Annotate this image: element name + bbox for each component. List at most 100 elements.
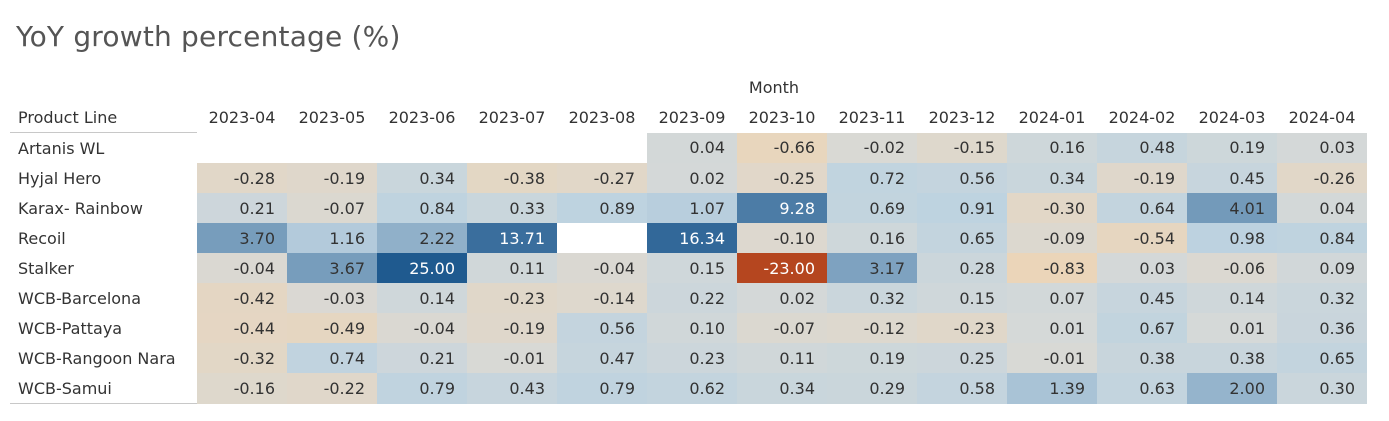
heatmap-cell: 0.62	[647, 373, 737, 404]
heatmap-cell: 0.45	[1187, 163, 1277, 193]
heatmap-cell: 0.22	[647, 283, 737, 313]
heatmap-cell: 0.09	[1277, 253, 1367, 283]
heatmap-cell: 4.01	[1187, 193, 1277, 223]
heatmap-cell: 0.15	[647, 253, 737, 283]
heatmap-cell	[287, 132, 377, 163]
table-row: Karax- Rainbow 0.21 -0.07 0.84 0.33 0.89 1.07 9…	[10, 193, 1367, 223]
heatmap-cell: 0.33	[467, 193, 557, 223]
chart-title: YoY growth percentage (%)	[16, 20, 401, 53]
heatmap-cell: 0.25	[917, 343, 1007, 373]
heatmap-cell: 0.21	[197, 193, 287, 223]
heatmap-cell: -0.66	[737, 132, 827, 163]
heatmap-cell: 0.16	[827, 223, 917, 253]
row-label: Stalker	[18, 258, 74, 278]
column-header: 2024-01	[1018, 107, 1086, 127]
column-group-label: Month	[748, 78, 800, 97]
table-row: Stalker -0.04 3.67 25.00 0.11 -0.04 0.15 -23.00…	[10, 253, 1367, 283]
row-label: Recoil	[18, 228, 66, 248]
heatmap-cell: 0.64	[1097, 193, 1187, 223]
heatmap-cell: 1.07	[647, 193, 737, 223]
table-row: Hyjal Hero -0.28 -0.19 0.34 -0.38 -0.27 0.02 -0…	[10, 163, 1367, 193]
heatmap-cell: 0.89	[557, 193, 647, 223]
heatmap-cell: 0.10	[647, 313, 737, 343]
heatmap-cell: 16.34	[647, 223, 737, 253]
column-header: 2024-04	[1288, 107, 1356, 127]
heatmap-cell: 2.00	[1187, 373, 1277, 404]
heatmap-cell: -0.23	[467, 283, 557, 313]
table-row: WCB-Rangoon Nara -0.32 0.74 0.21 -0.01 0.47 0.…	[10, 343, 1367, 373]
heatmap-cell: 0.56	[557, 313, 647, 343]
heatmap-cell: 0.04	[647, 132, 737, 163]
column-header: 2023-04	[208, 107, 276, 127]
row-label: Karax- Rainbow	[18, 198, 143, 218]
heatmap-cell: -0.19	[287, 163, 377, 193]
heatmap-cell: -0.15	[917, 132, 1007, 163]
heatmap-body: Artanis WL 0.04 -0.66 -0.02 -0.15 0.16 0.48 0.1…	[10, 132, 1367, 404]
column-header: 2023-08	[568, 107, 636, 127]
heatmap-cell: 0.72	[827, 163, 917, 193]
heatmap-cell: -0.28	[197, 163, 287, 193]
column-header: 2023-12	[928, 107, 996, 127]
heatmap-cell: 0.47	[557, 343, 647, 373]
heatmap-cell: 0.04	[1277, 193, 1367, 223]
heatmap-cell: 0.03	[1097, 253, 1187, 283]
heatmap-cell: -0.49	[287, 313, 377, 343]
heatmap-cell: 0.19	[827, 343, 917, 373]
heatmap-cell: 0.79	[377, 373, 467, 404]
table-row: WCB-Samui -0.16 -0.22 0.79 0.43 0.79 0.62 0.34 0…	[10, 373, 1367, 404]
heatmap-cell: 3.70	[197, 223, 287, 253]
heatmap-cell: -0.54	[1097, 223, 1187, 253]
column-header: 2023-07	[478, 107, 546, 127]
heatmap-cell: 0.69	[827, 193, 917, 223]
heatmap-table: Product Line 2023-04 2023-05 2023-06 2023-0…	[10, 102, 1367, 404]
heatmap-cell: 0.15	[917, 283, 1007, 313]
heatmap-cell	[467, 132, 557, 163]
heatmap-cell: -0.01	[1007, 343, 1097, 373]
heatmap-cell: 0.02	[737, 283, 827, 313]
heatmap-cell: 0.38	[1097, 343, 1187, 373]
heatmap-cell: -0.19	[1097, 163, 1187, 193]
heatmap-cell: -23.00	[737, 253, 827, 283]
heatmap-cell: -0.07	[737, 313, 827, 343]
heatmap-cell: 0.21	[377, 343, 467, 373]
heatmap-cell: 0.11	[467, 253, 557, 283]
heatmap-cell: 13.71	[467, 223, 557, 253]
heatmap-cell: 0.36	[1277, 313, 1367, 343]
heatmap-cell	[377, 132, 467, 163]
heatmap-cell: 0.30	[1277, 373, 1367, 404]
column-header: 2023-05	[298, 107, 366, 127]
heatmap-cell: 3.67	[287, 253, 377, 283]
header-row: Product Line 2023-04 2023-05 2023-06 2023-0…	[10, 102, 1367, 133]
heatmap-cell: 0.48	[1097, 132, 1187, 163]
column-header: 2023-11	[838, 107, 906, 127]
table-row: Artanis WL 0.04 -0.66 -0.02 -0.15 0.16 0.48 0.1…	[10, 132, 1367, 163]
row-label: WCB-Rangoon Nara	[18, 348, 176, 368]
heatmap-cell: -0.30	[1007, 193, 1097, 223]
row-label: Hyjal Hero	[18, 168, 102, 188]
heatmap-cell: -0.42	[197, 283, 287, 313]
row-label: WCB-Barcelona	[18, 288, 141, 308]
heatmap-cell: 0.32	[1277, 283, 1367, 313]
heatmap-cell: 0.65	[1277, 343, 1367, 373]
heatmap-cell: 25.00	[377, 253, 467, 283]
column-header: 2024-03	[1198, 107, 1266, 127]
table-row: WCB-Barcelona -0.42 -0.03 0.14 -0.23 -0.14 0.2…	[10, 283, 1367, 313]
heatmap-cell: 2.22	[377, 223, 467, 253]
heatmap-cell	[557, 223, 647, 253]
heatmap-cell: 0.38	[1187, 343, 1277, 373]
heatmap-cell	[197, 132, 287, 163]
heatmap-cell: 9.28	[737, 193, 827, 223]
heatmap-cell: -0.07	[287, 193, 377, 223]
heatmap-cell: 0.02	[647, 163, 737, 193]
column-header: 2024-02	[1108, 107, 1176, 127]
heatmap-cell: 0.03	[1277, 132, 1367, 163]
heatmap-cell: -0.25	[737, 163, 827, 193]
heatmap-cell: 0.65	[917, 223, 1007, 253]
heatmap-cell: -0.26	[1277, 163, 1367, 193]
heatmap-cell	[557, 132, 647, 163]
heatmap-cell: 0.63	[1097, 373, 1187, 404]
row-label: WCB-Pattaya	[18, 318, 123, 338]
heatmap-cell: -0.16	[197, 373, 287, 404]
heatmap-cell: 0.84	[377, 193, 467, 223]
heatmap-cell: -0.27	[557, 163, 647, 193]
